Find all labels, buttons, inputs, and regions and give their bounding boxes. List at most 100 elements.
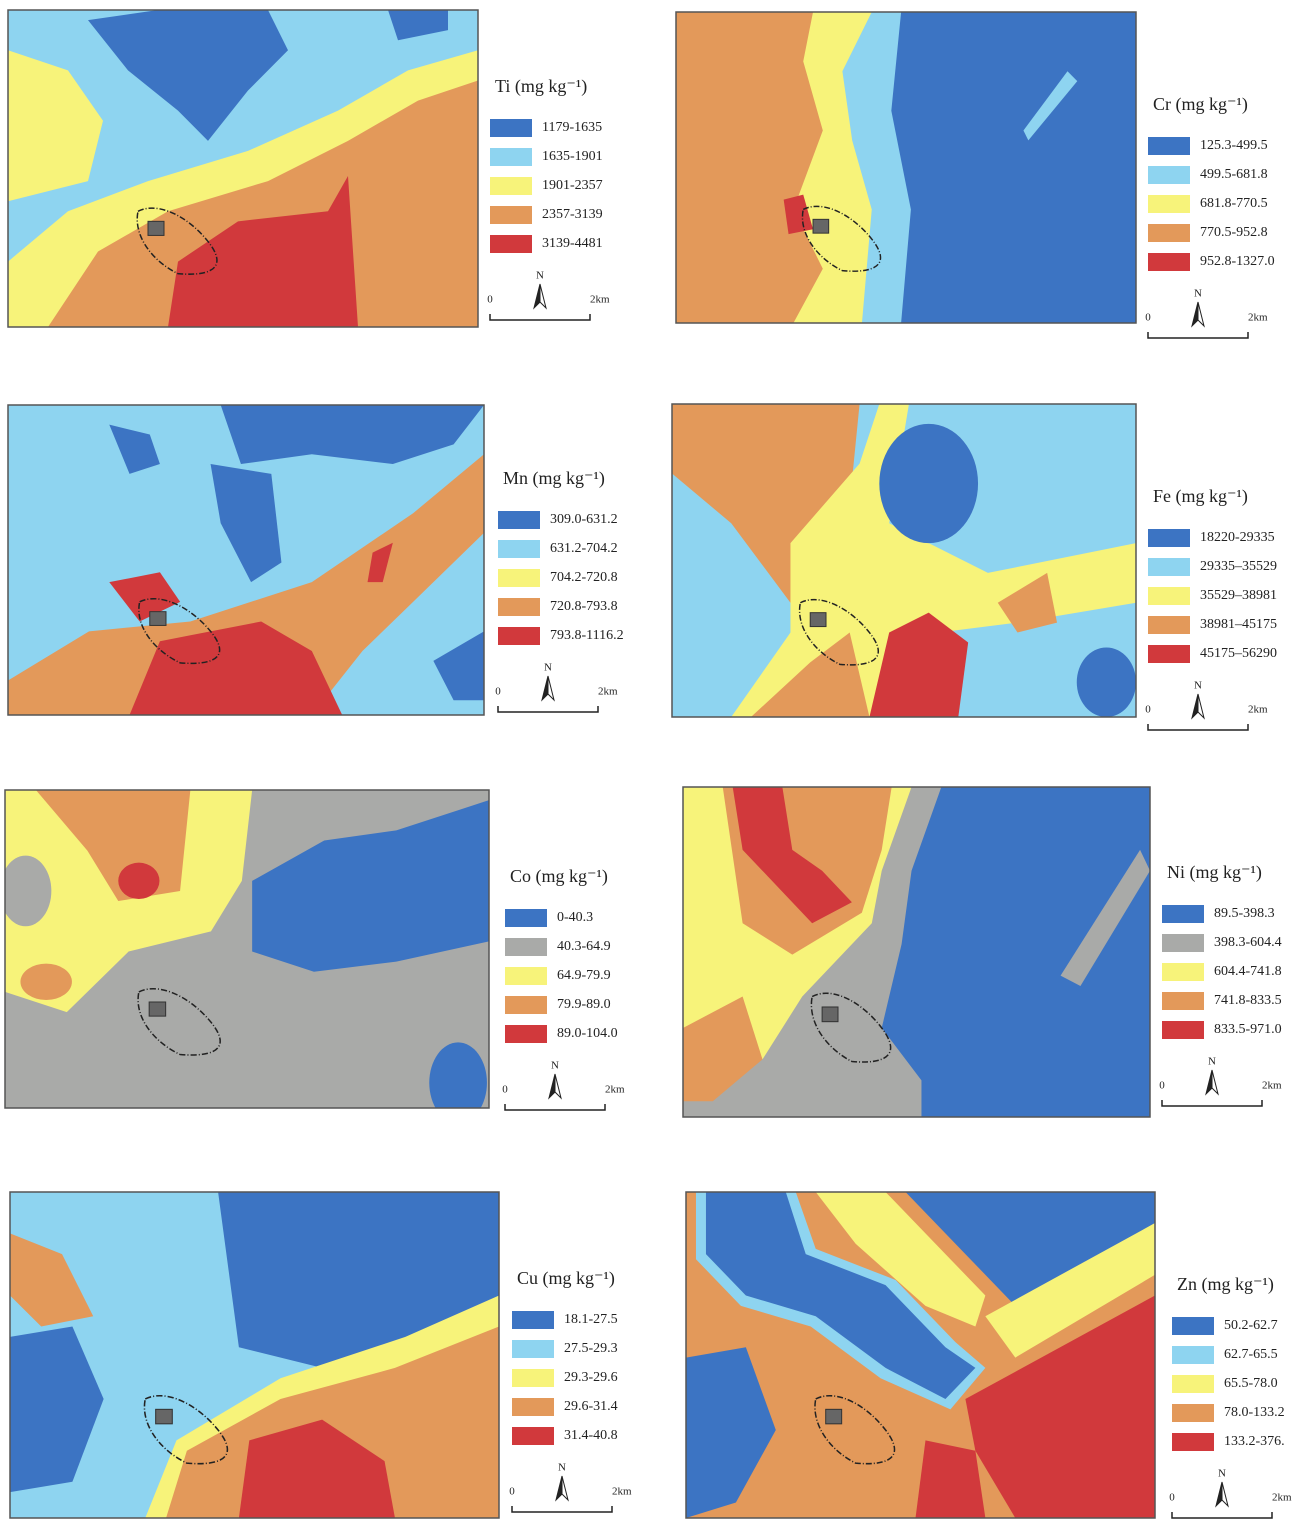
scale-label: 0 — [502, 1084, 508, 1096]
map-region — [429, 1042, 487, 1123]
legend-swatch — [512, 1427, 554, 1445]
legend-swatch — [1162, 992, 1204, 1010]
figure: Ti (mg kg⁻¹)1179-16351635-19011901-23572… — [0, 0, 1306, 1524]
map — [672, 404, 1136, 717]
legend-label: 27.5-29.3 — [564, 1341, 618, 1356]
legend-swatch — [1148, 558, 1190, 576]
legend-label: 62.7-65.5 — [1224, 1347, 1278, 1362]
legend-title: Ni (mg kg⁻¹) — [1167, 862, 1262, 883]
map-region — [0, 856, 51, 927]
map — [10, 1192, 499, 1518]
legend-label: 29.3-29.6 — [564, 1370, 618, 1385]
site-icon — [813, 219, 829, 233]
scale-bar — [1148, 332, 1248, 338]
legend-swatch — [1162, 963, 1204, 981]
legend-label: 50.2-62.7 — [1224, 1318, 1278, 1333]
north-arrow — [556, 1476, 562, 1500]
legend-title: Mn (mg kg⁻¹) — [503, 468, 605, 489]
legend-label: 40.3-64.9 — [557, 939, 611, 954]
north-arrow — [542, 676, 548, 700]
legend-label: 45175–56290 — [1200, 646, 1277, 661]
north-arrow — [562, 1476, 568, 1500]
legend-swatch — [1148, 224, 1190, 242]
legend-swatch — [498, 511, 540, 529]
legend-label: 29335–35529 — [1200, 559, 1277, 574]
legend-swatch — [1148, 616, 1190, 634]
map — [0, 790, 489, 1123]
legend-swatch — [498, 540, 540, 558]
north-arrow — [1206, 1070, 1212, 1094]
scale-label: 0 — [1169, 1492, 1175, 1504]
legend-swatch — [505, 967, 547, 985]
scale-label: 0 — [1145, 312, 1151, 324]
site-icon — [148, 221, 164, 235]
legend-label: 29.6-31.4 — [564, 1399, 618, 1414]
legend-swatch — [512, 1369, 554, 1387]
scale-label: 2km — [590, 294, 610, 306]
scale-label: 2km — [1248, 312, 1268, 324]
legend-label: 704.2-720.8 — [550, 570, 618, 585]
scale-label: 2km — [605, 1084, 625, 1096]
scale-bar — [512, 1506, 612, 1512]
legend-label: 770.5-952.8 — [1200, 225, 1268, 240]
legend-label: 681.8-770.5 — [1200, 196, 1268, 211]
scale-label: 2km — [1262, 1080, 1282, 1092]
scale-label: 2km — [1272, 1492, 1292, 1504]
legend-label: 793.8-1116.2 — [550, 628, 624, 643]
legend-label: 720.8-793.8 — [550, 599, 618, 614]
map-region — [676, 12, 823, 323]
legend-swatch — [1172, 1404, 1214, 1422]
site-icon — [810, 613, 826, 627]
scale-bar — [505, 1104, 605, 1110]
legend-label: 1179-1635 — [542, 120, 602, 135]
legend-swatch — [1172, 1375, 1214, 1393]
map-region — [879, 424, 978, 543]
north-label: N — [1218, 1468, 1226, 1480]
legend-swatch — [505, 1025, 547, 1043]
site-icon — [826, 1409, 842, 1423]
legend-label: 631.2-704.2 — [550, 541, 618, 556]
legend-swatch — [490, 235, 532, 253]
map-region — [20, 964, 71, 1000]
legend-label: 18.1-27.5 — [564, 1312, 618, 1327]
legend-title: Cu (mg kg⁻¹) — [517, 1268, 615, 1289]
north-arrow — [1216, 1482, 1222, 1506]
map — [8, 405, 484, 715]
legend-label: 125.3-499.5 — [1200, 138, 1268, 153]
legend-label: 1635-1901 — [542, 149, 603, 164]
legend-label: 133.2-376. — [1224, 1434, 1285, 1449]
scale-bar — [498, 706, 598, 712]
north-arrow — [1198, 302, 1204, 326]
north-label: N — [1208, 1056, 1216, 1068]
legend-label: 604.4-741.8 — [1214, 964, 1282, 979]
legend-swatch — [512, 1340, 554, 1358]
legend-label: 2357-3139 — [542, 207, 603, 222]
legend-label: 78.0-133.2 — [1224, 1405, 1285, 1420]
north-label: N — [536, 270, 544, 282]
legend-label: 3139-4481 — [542, 236, 603, 251]
legend-swatch — [1148, 587, 1190, 605]
legend-label: 741.8-833.5 — [1214, 993, 1282, 1008]
legend-swatch — [1172, 1346, 1214, 1364]
legend-label: 65.5-78.0 — [1224, 1376, 1278, 1391]
north-label: N — [558, 1462, 566, 1474]
north-arrow — [1222, 1482, 1228, 1506]
north-label: N — [544, 662, 552, 674]
map — [686, 1192, 1155, 1518]
north-arrow — [540, 284, 546, 308]
legend-swatch — [490, 148, 532, 166]
legend-swatch — [512, 1311, 554, 1329]
legend-swatch — [1162, 934, 1204, 952]
map-region — [118, 863, 159, 899]
north-arrow — [555, 1074, 561, 1098]
scale-label: 0 — [495, 686, 501, 698]
map — [8, 10, 478, 327]
legend-swatch — [505, 909, 547, 927]
scale-label: 2km — [1248, 704, 1268, 716]
legend-label: 89.0-104.0 — [557, 1026, 618, 1041]
legend-swatch — [1148, 166, 1190, 184]
scale-label: 0 — [509, 1486, 515, 1498]
scale-label: 0 — [487, 294, 493, 306]
legend-label: 64.9-79.9 — [557, 968, 611, 983]
legend-swatch — [1148, 645, 1190, 663]
